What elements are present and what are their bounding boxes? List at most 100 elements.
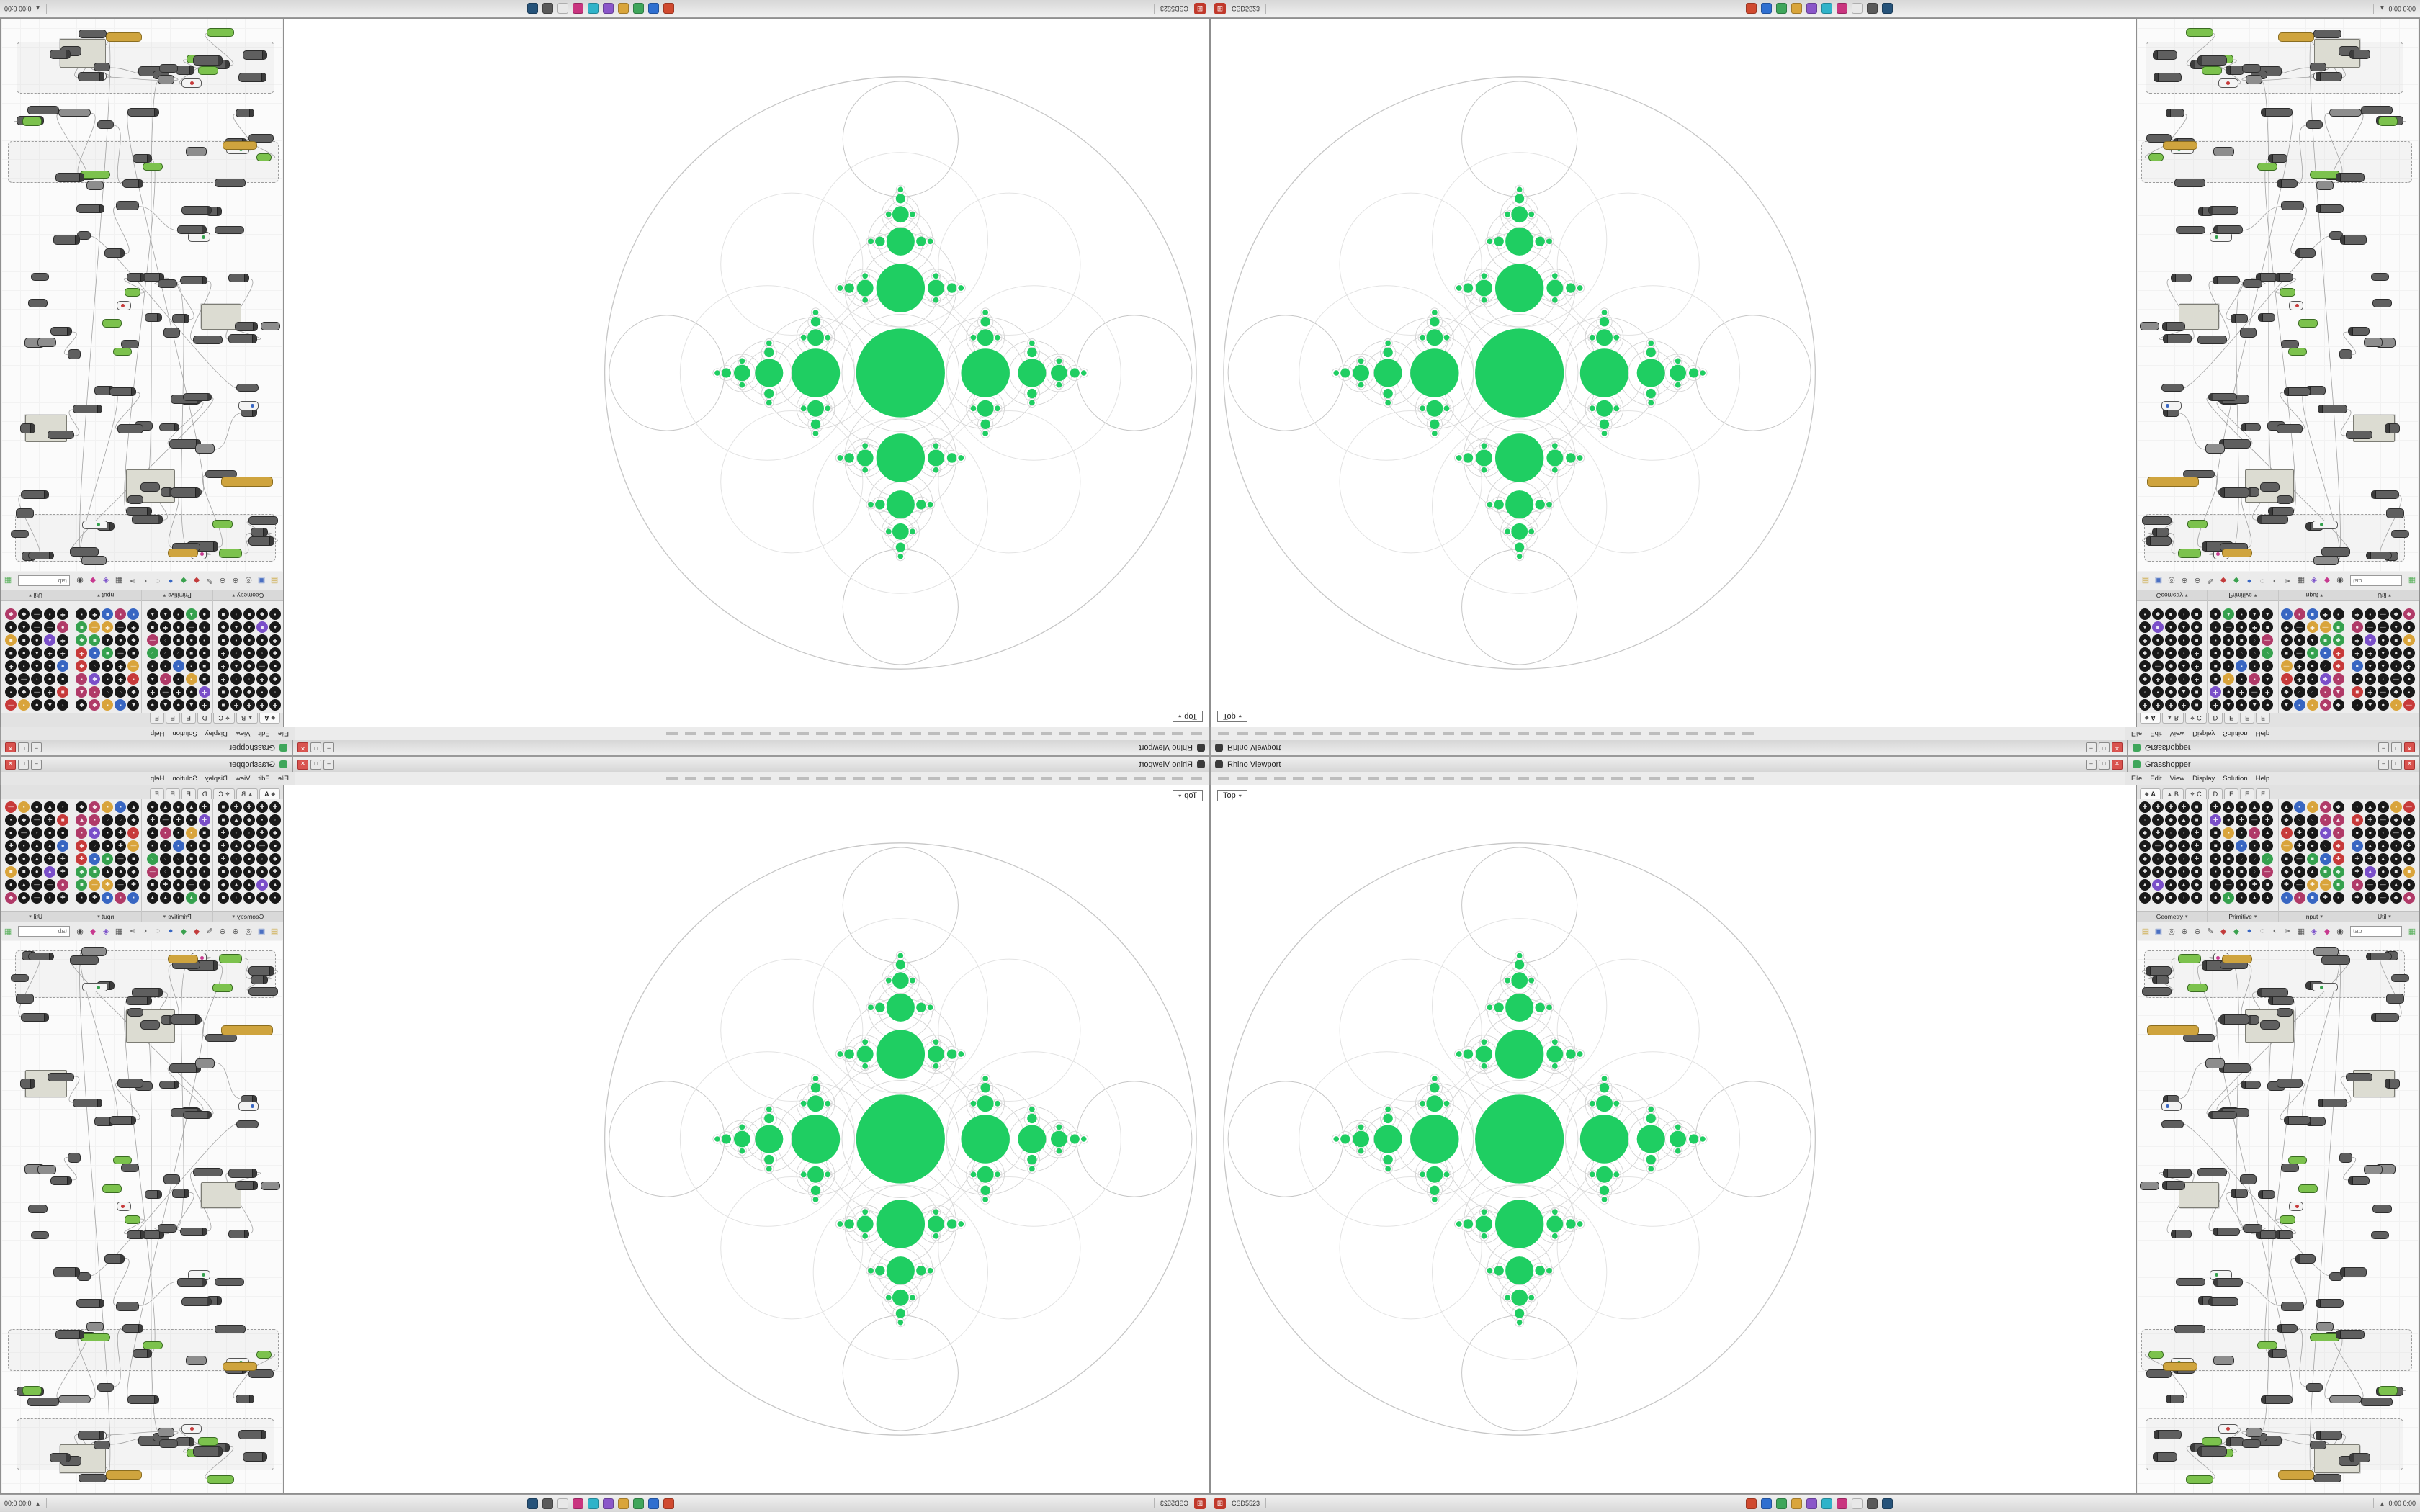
- component-icon[interactable]: ✚: [218, 673, 229, 685]
- component-icon[interactable]: ◦: [256, 647, 268, 659]
- gh-component-node[interactable]: [2361, 106, 2393, 114]
- component-icon[interactable]: ✚: [57, 647, 69, 659]
- gh-component-node[interactable]: [2313, 947, 2339, 957]
- component-icon[interactable]: ●: [2403, 827, 2415, 839]
- component-icon[interactable]: ●: [2351, 879, 2363, 891]
- gh-component-node[interactable]: [228, 333, 258, 344]
- gh-component-node[interactable]: [180, 1228, 207, 1236]
- component-icon[interactable]: ◦: [2236, 853, 2248, 865]
- gh-special-node-orange[interactable]: [2147, 477, 2199, 487]
- component-icon[interactable]: ■: [218, 892, 229, 904]
- component-icon[interactable]: ●: [2165, 866, 2177, 878]
- component-icon[interactable]: ●: [2377, 866, 2389, 878]
- component-icon[interactable]: ■: [2306, 853, 2318, 865]
- gh-component-node[interactable]: [2316, 1298, 2344, 1308]
- component-icon[interactable]: ▲: [2178, 660, 2190, 672]
- gh-component-node[interactable]: [2240, 423, 2262, 432]
- component-icon[interactable]: ▪: [2280, 827, 2293, 839]
- red-gem-icon[interactable]: ◆: [2220, 927, 2227, 936]
- component-icon[interactable]: ✚: [2306, 621, 2318, 633]
- component-icon[interactable]: ●: [172, 621, 184, 633]
- component-icon[interactable]: ●: [2377, 634, 2389, 646]
- gh-component-node[interactable]: [116, 1301, 139, 1312]
- component-icon[interactable]: ◦: [2306, 686, 2318, 698]
- component-icon[interactable]: ●: [57, 621, 69, 633]
- component-icon[interactable]: ▪: [185, 840, 197, 852]
- component-icon[interactable]: ◦: [115, 686, 127, 698]
- component-icon[interactable]: ●: [2293, 866, 2305, 878]
- ribbon-tab-e-5[interactable]: E: [2240, 713, 2255, 724]
- component-icon[interactable]: ▪: [2178, 634, 2190, 646]
- taskbar-app-10-icon[interactable]: [526, 1498, 538, 1509]
- component-icon[interactable]: ✚: [57, 892, 69, 904]
- component-icon[interactable]: ◦: [230, 892, 242, 904]
- rhino-menubar[interactable]: [1210, 727, 2125, 740]
- component-icon[interactable]: —: [2377, 892, 2389, 904]
- component-icon[interactable]: ◦: [2262, 647, 2274, 659]
- component-icon[interactable]: ●: [2223, 866, 2235, 878]
- ribbon-group-label[interactable]: Util ▾: [1, 911, 71, 922]
- slider-grip-icon[interactable]: [202, 1273, 205, 1277]
- gh-menu-help[interactable]: Help: [2255, 774, 2270, 783]
- component-icon[interactable]: ▪: [198, 634, 210, 646]
- component-icon[interactable]: ◦: [2262, 853, 2274, 865]
- gh-component-node[interactable]: [185, 1355, 207, 1365]
- gh-canvas[interactable]: [1, 940, 283, 1493]
- ribbon-tab-a-0[interactable]: ◆ A: [259, 713, 280, 724]
- component-icon[interactable]: ◦: [159, 647, 171, 659]
- component-icon[interactable]: ●: [2236, 699, 2248, 711]
- gh-component-node[interactable]: [2349, 49, 2370, 59]
- component-icon[interactable]: ■: [146, 621, 158, 633]
- magenta-gem-icon[interactable]: ◆: [2323, 927, 2331, 936]
- green-gem-icon[interactable]: ◆: [180, 576, 187, 585]
- grid-toggle-icon[interactable]: ▦: [2408, 576, 2416, 585]
- maximize-icon[interactable]: □: [2391, 759, 2402, 770]
- gh-menu-solution[interactable]: Solution: [2223, 774, 2248, 783]
- gh-component-node[interactable]: [116, 200, 139, 211]
- taskbar-app-1-icon[interactable]: [663, 3, 674, 14]
- component-icon[interactable]: ●: [89, 647, 101, 659]
- component-icon[interactable]: ◦: [31, 673, 43, 685]
- panel-toggle-icon[interactable]: ▥: [0, 925, 1, 937]
- component-icon[interactable]: ■: [218, 699, 229, 711]
- component-icon[interactable]: ▪: [230, 866, 242, 878]
- component-icon[interactable]: ▲: [2364, 801, 2376, 813]
- save-file-icon[interactable]: ▣: [2154, 576, 2163, 585]
- preview-shaded-icon[interactable]: ◐: [142, 577, 148, 585]
- open-file-icon[interactable]: ▤: [2141, 576, 2150, 585]
- component-icon[interactable]: ◆: [2319, 673, 2331, 685]
- component-icon[interactable]: ✚: [2351, 634, 2363, 646]
- gh-component-node[interactable]: [2321, 546, 2350, 557]
- slider-grip-icon[interactable]: [2295, 304, 2299, 308]
- slider-grip-icon[interactable]: [200, 955, 205, 960]
- gh-component-node[interactable]: [104, 248, 125, 258]
- component-icon[interactable]: —: [159, 686, 171, 698]
- gh-component-node[interactable]: [2370, 1013, 2399, 1022]
- component-icon[interactable]: ●: [115, 866, 127, 878]
- gh-menu-edit[interactable]: Edit: [258, 729, 270, 738]
- component-icon[interactable]: ▲: [102, 634, 114, 646]
- gh-component-node[interactable]: [192, 1167, 223, 1176]
- gh-component-node[interactable]: [126, 996, 152, 1005]
- cluster-icon[interactable]: ◈: [102, 576, 109, 585]
- component-icon[interactable]: ▲: [2262, 827, 2274, 839]
- component-icon[interactable]: ▲: [146, 608, 158, 620]
- gh-special-node-orange[interactable]: [106, 32, 142, 42]
- component-icon[interactable]: ■: [2306, 608, 2318, 620]
- component-icon[interactable]: ■: [218, 866, 229, 878]
- green-gem-icon[interactable]: ◆: [2233, 576, 2240, 585]
- ribbon-tab-e-4[interactable]: E: [2224, 788, 2239, 799]
- component-icon[interactable]: ●: [2403, 621, 2415, 633]
- gh-component-node[interactable]: [102, 318, 122, 328]
- component-icon[interactable]: ▲: [230, 660, 242, 672]
- component-icon[interactable]: —: [2403, 801, 2415, 813]
- gh-component-node[interactable]: [2178, 549, 2201, 558]
- component-icon[interactable]: ◆: [2280, 814, 2293, 826]
- component-icon[interactable]: ▲: [2139, 621, 2151, 633]
- component-icon[interactable]: —: [159, 814, 171, 826]
- component-icon[interactable]: ●: [198, 608, 210, 620]
- component-icon[interactable]: ✚: [2293, 660, 2305, 672]
- component-icon[interactable]: ▪: [269, 608, 281, 620]
- taskbar-app-8-icon[interactable]: [1852, 1498, 1863, 1509]
- component-icon[interactable]: ◦: [243, 827, 255, 839]
